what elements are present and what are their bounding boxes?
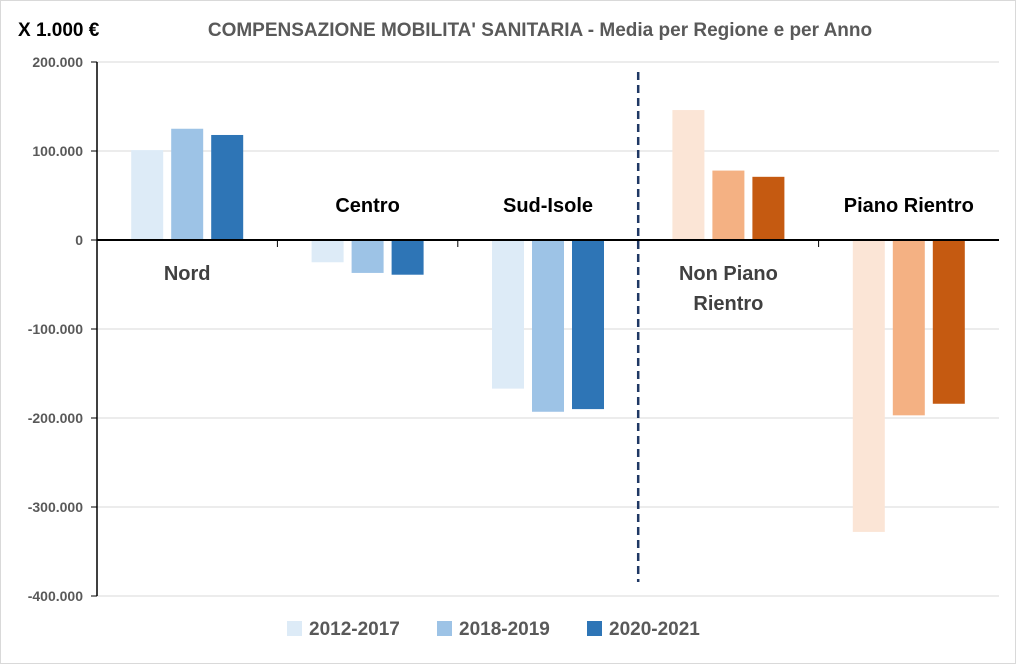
bar-piano-rientro-2018-2019 xyxy=(892,240,925,416)
legend: 2012-2017 2018-2019 2020-2021 xyxy=(287,619,700,640)
bar-piano-rientro-2012-2017 xyxy=(852,240,885,532)
category-label: Piano Rientro xyxy=(844,195,974,217)
bar-nord-2018-2019 xyxy=(171,128,204,240)
bar-sud-isole-2012-2017 xyxy=(492,240,524,389)
bars xyxy=(131,110,965,532)
legend-label: 2018-2019 xyxy=(459,619,550,640)
y-tick-label: 200.000 xyxy=(32,54,83,70)
category-label: Centro xyxy=(335,195,399,217)
bar-non-piano-rientro-2012-2017 xyxy=(672,110,705,240)
y-tick-label: 100.000 xyxy=(32,143,83,159)
chart-title: COMPENSAZIONE MOBILITA' SANITARIA - Medi… xyxy=(208,20,872,41)
category-labels: Nord Centro Sud-Isole Non Piano Rientro Piano… xyxy=(164,195,974,315)
bar-sud-isole-2020-2021 xyxy=(572,240,604,410)
category-label: Sud-Isole xyxy=(503,195,593,217)
legend-swatch xyxy=(287,621,302,636)
bar-non-piano-rientro-2018-2019 xyxy=(712,170,745,240)
bar-nord-2020-2021 xyxy=(211,134,244,240)
y-tick-label: -200.000 xyxy=(28,410,83,426)
legend-label: 2020-2021 xyxy=(609,619,700,640)
unit-label: X 1.000 € xyxy=(18,20,100,41)
bar-centro-2020-2021 xyxy=(391,240,424,275)
y-tick-label: -400.000 xyxy=(28,588,83,604)
category-label: Nord xyxy=(164,263,211,285)
y-tick-label: -100.000 xyxy=(28,321,83,337)
legend-label: 2012-2017 xyxy=(309,619,400,640)
category-label: Rientro xyxy=(693,293,763,315)
category-label: Non Piano xyxy=(679,263,778,285)
legend-swatch xyxy=(587,621,602,636)
axes xyxy=(91,61,999,597)
bar-centro-2012-2017 xyxy=(311,240,344,263)
y-tick-label: -300.000 xyxy=(28,499,83,515)
bar-piano-rientro-2020-2021 xyxy=(932,240,965,404)
legend-swatch xyxy=(437,621,452,636)
gridlines xyxy=(97,61,999,597)
bar-centro-2018-2019 xyxy=(351,240,384,273)
y-axis-tick-labels: 200.000 100.000 0 -100.000 -200.000 -300.000 -… xyxy=(28,54,83,604)
bar-non-piano-rientro-2020-2021 xyxy=(752,176,785,240)
bar-nord-2012-2017 xyxy=(131,150,164,240)
bar-sud-isole-2018-2019 xyxy=(532,240,564,412)
y-tick-label: 0 xyxy=(75,232,83,248)
